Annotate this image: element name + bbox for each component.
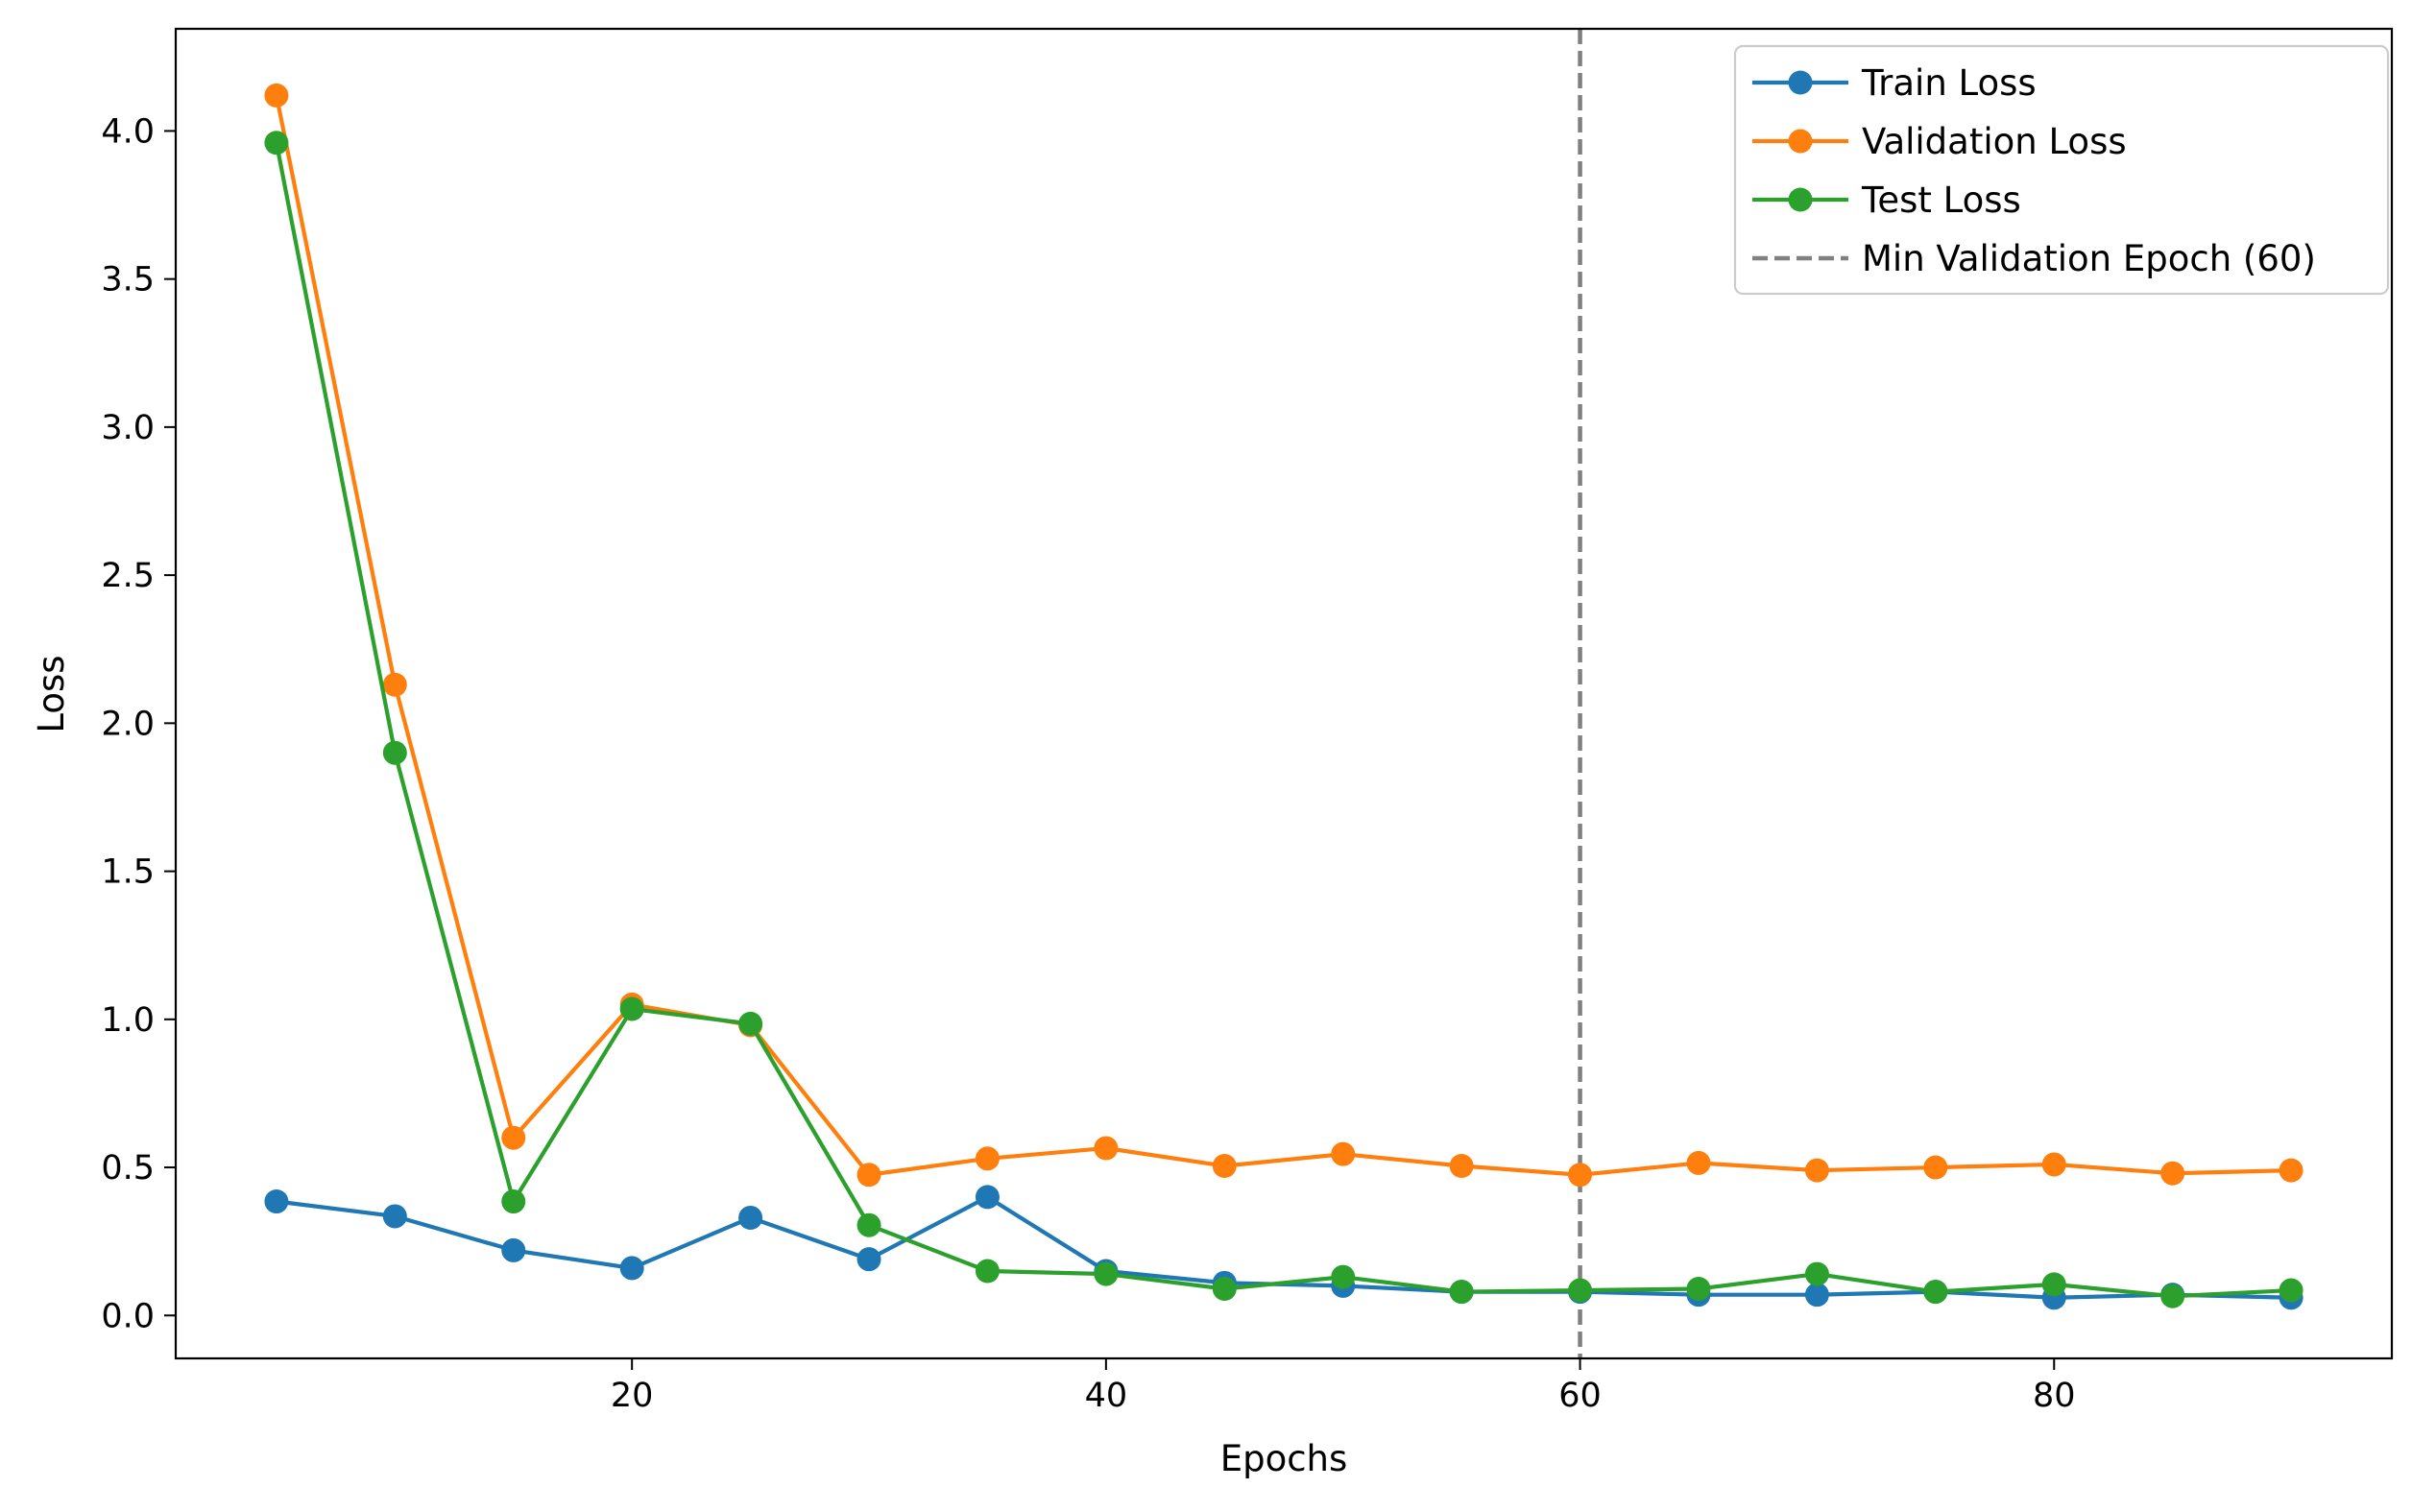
series-2-point (1331, 1264, 1356, 1289)
series-2-point (1686, 1277, 1711, 1302)
series-1-point (975, 1146, 1000, 1171)
series-2-point (1923, 1280, 1948, 1305)
series-0-point (382, 1204, 407, 1229)
y-tick-label: 4.0 (101, 112, 155, 151)
y-axis-label: Loss (31, 655, 72, 732)
y-tick-label: 3.5 (101, 261, 155, 300)
legend-box (1733, 44, 2390, 296)
series-1-point (1212, 1153, 1237, 1178)
series-line-2 (274, 142, 2292, 1299)
series-0-point (264, 1189, 289, 1214)
series-2-point (975, 1259, 1000, 1284)
series-0-point (738, 1205, 763, 1230)
series-2-point (382, 740, 407, 765)
series-0-point (975, 1185, 1000, 1210)
series-1-point (1804, 1158, 1829, 1183)
series-1-point (2279, 1158, 2303, 1183)
series-1-point (1568, 1163, 1593, 1188)
series-0-point (501, 1237, 526, 1262)
series-2-point (1449, 1280, 1474, 1305)
y-tick-label: 0.0 (101, 1297, 155, 1335)
series-2-point (738, 1011, 763, 1036)
series-2-point (2160, 1284, 2185, 1308)
series-2-point (2279, 1278, 2303, 1303)
series-2-point (1094, 1261, 1119, 1286)
series-1-point (264, 83, 289, 108)
series-2-point (1804, 1261, 1829, 1286)
series-1-point (856, 1163, 881, 1188)
plot-frame (174, 27, 2394, 1360)
series-2-point (856, 1212, 881, 1237)
series-1-point (1094, 1136, 1119, 1161)
series-0-point (856, 1247, 881, 1272)
series-1-point (1331, 1141, 1356, 1166)
legend: Train Loss Validation Loss Test Loss Min Va… (1733, 44, 2390, 296)
y-tick-label: 2.5 (101, 557, 155, 595)
x-tick-label: 20 (611, 1377, 654, 1415)
legend-marker (1788, 70, 1813, 95)
series-1-point (1449, 1153, 1474, 1178)
y-tick-label: 2.0 (101, 705, 155, 743)
series-0-point (619, 1256, 644, 1281)
y-tick-label: 1.5 (101, 853, 155, 892)
series-2-point (1212, 1277, 1237, 1302)
series-1-point (2041, 1152, 2066, 1177)
tick-layer: 20 40 60 80 0.0 0.5 1.0 1.5 2.0 2.5 3.0 3.5 4.0 (101, 112, 2075, 1415)
series-line-1 (274, 94, 2292, 1177)
legend-label: Validation Loss (1862, 121, 2127, 162)
series-2-point (2041, 1272, 2066, 1297)
series-1-point (382, 672, 407, 697)
series-2-point (501, 1189, 526, 1214)
series-1-point (1923, 1155, 1948, 1180)
legend-label: Min Validation Epoch (60) (1862, 238, 2316, 279)
legend-marker (1788, 129, 1813, 154)
x-tick-label: 80 (2033, 1377, 2076, 1415)
series-0-point (1804, 1283, 1829, 1308)
series-2-point (619, 996, 644, 1021)
series-1-point (2160, 1161, 2185, 1186)
x-axis-label: Epochs (1220, 1438, 1348, 1479)
x-tick-label: 60 (1558, 1377, 1602, 1415)
series-2-point (264, 131, 289, 156)
legend-marker (1788, 187, 1813, 212)
y-tick-label: 1.0 (101, 1001, 155, 1040)
plot-layer (264, 29, 2303, 1358)
x-tick-label: 40 (1085, 1377, 1128, 1415)
y-tick-label: 3.0 (101, 409, 155, 447)
series-1-point (1686, 1150, 1711, 1175)
y-tick-label: 0.5 (101, 1149, 155, 1188)
legend-label: Test Loss (1861, 180, 2021, 221)
series-1-point (501, 1125, 526, 1150)
legend-label: Train Loss (1861, 62, 2037, 104)
series-2-point (1568, 1278, 1593, 1303)
